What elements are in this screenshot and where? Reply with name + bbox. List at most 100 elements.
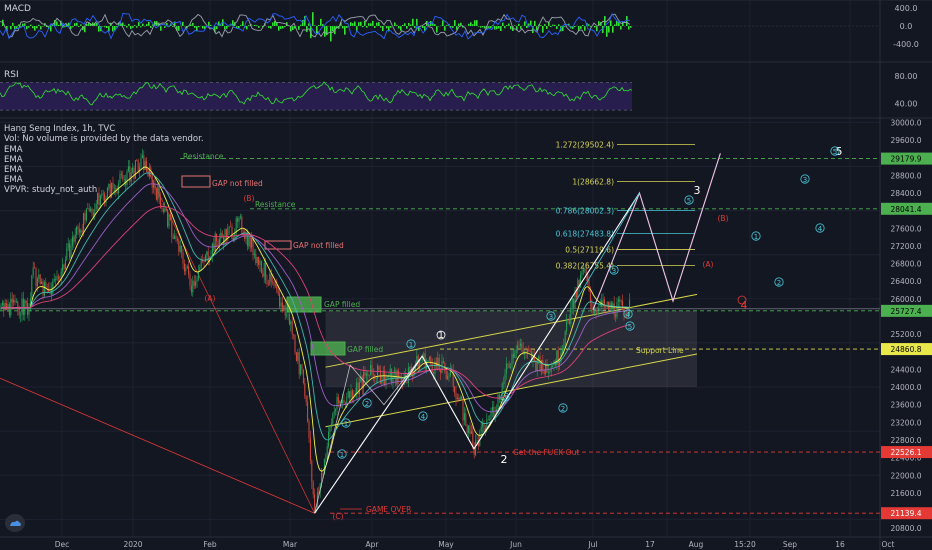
candle-body <box>251 238 253 248</box>
candle-body <box>256 257 258 264</box>
candle-body <box>144 160 146 171</box>
macd-hist-bar <box>364 20 366 26</box>
candle-body <box>430 357 432 364</box>
candle-body <box>627 314 629 317</box>
candle-body <box>391 368 393 383</box>
macd-hist-bar <box>574 26 576 28</box>
candle-body <box>56 276 58 280</box>
macd-hist-bar <box>152 24 154 26</box>
candle-body <box>22 298 24 315</box>
candle-body <box>591 303 593 307</box>
legend-ema-4[interactable]: EMA <box>4 175 23 185</box>
candle-body <box>120 173 122 175</box>
candle-body <box>308 421 310 438</box>
candle-body <box>52 281 54 295</box>
candle-body <box>78 228 80 233</box>
candle-body <box>3 302 5 311</box>
price-tick: 26000.0 <box>890 295 921 304</box>
macd-hist-bar <box>198 26 200 28</box>
candle-body <box>381 380 383 384</box>
candle-body <box>206 251 208 256</box>
price-tag-bg <box>881 304 932 317</box>
sub-wave-circle <box>341 418 351 428</box>
macd-hist-bar <box>96 22 98 26</box>
candle-body <box>596 313 598 315</box>
candle-body <box>218 239 220 246</box>
macd-hist-bar <box>306 26 308 33</box>
candle-body <box>482 423 484 427</box>
candle-body <box>431 363 433 372</box>
candle-body <box>242 231 244 236</box>
candle-body <box>364 371 366 376</box>
macd-hist-bar <box>64 26 66 28</box>
sub-wave-circle <box>337 449 347 459</box>
legend-vpvr[interactable]: VPVR: study_not_auth <box>4 185 98 195</box>
legend-ema-3[interactable]: EMA <box>4 165 23 175</box>
candle-body <box>414 365 416 370</box>
candle-body <box>378 365 380 370</box>
candle-body <box>535 360 537 372</box>
macd-hist-bar <box>418 26 420 32</box>
macd-hist-bar <box>330 26 332 42</box>
candle-body <box>557 350 559 365</box>
candle-body <box>160 197 162 208</box>
tradingview-logo-icon[interactable] <box>5 514 25 532</box>
candle-body <box>410 366 412 372</box>
macd-hist-bar <box>138 22 140 26</box>
candle-body <box>585 268 587 276</box>
candle-body <box>514 352 516 359</box>
candle-body <box>503 383 505 385</box>
candle-body <box>108 184 110 188</box>
game-over-label: GAME OVER <box>366 505 411 514</box>
candle-body <box>77 226 79 229</box>
candle-body <box>372 373 374 375</box>
candle-body <box>573 298 575 309</box>
wave-count-line <box>314 192 640 514</box>
wave-label-B2: (B) <box>718 214 729 223</box>
candle-body <box>6 303 8 310</box>
macd-hist-bar <box>122 22 124 26</box>
price-tick: 27200.0 <box>890 242 921 251</box>
price-tick: 26800.0 <box>890 260 921 269</box>
candle-body <box>332 413 334 424</box>
macd-hist-bar <box>616 21 618 26</box>
candle-body <box>291 321 293 335</box>
candle-body <box>153 183 155 188</box>
fib-label: 1(28662.8) <box>572 177 614 186</box>
candle-body <box>237 218 239 222</box>
candle-body <box>428 357 430 361</box>
candle-body <box>262 273 264 277</box>
candle-body <box>7 304 9 310</box>
candle-body <box>412 371 414 376</box>
candle-body <box>421 359 423 361</box>
candle-body <box>298 352 300 375</box>
legend-ema-1[interactable]: EMA <box>4 145 23 155</box>
candle-body <box>396 370 398 385</box>
macd-hist-bar <box>416 18 418 26</box>
fib-label: 0.382(26755.4) <box>556 262 614 271</box>
candle-body <box>70 245 72 258</box>
price-tag: 22526.1 <box>890 448 921 457</box>
candle-body <box>67 243 69 248</box>
legend-ema-2[interactable]: EMA <box>4 155 23 165</box>
macd-hist-bar <box>210 24 212 26</box>
macd-hist-bar <box>534 20 536 26</box>
candle-body <box>294 334 296 353</box>
time-tick: Jul <box>587 540 597 549</box>
candle-body <box>27 302 29 315</box>
candle-body <box>605 304 607 308</box>
candle-body <box>538 356 540 360</box>
macd-hist-bar <box>470 22 472 26</box>
time-tick: May <box>438 540 454 549</box>
macd-hist-bar <box>350 22 352 26</box>
ema-line-1 <box>1 166 630 472</box>
macd-hist-bar <box>194 26 196 28</box>
candle-body <box>343 399 345 404</box>
sub-wave-label: 3 <box>803 176 807 184</box>
candle-body <box>351 390 353 399</box>
sub-wave-label: 3 <box>612 267 616 275</box>
legend-symbol[interactable]: Hang Seng Index, 1h, TVC <box>4 124 116 134</box>
candle-body <box>398 370 400 378</box>
candle-body <box>42 281 44 296</box>
